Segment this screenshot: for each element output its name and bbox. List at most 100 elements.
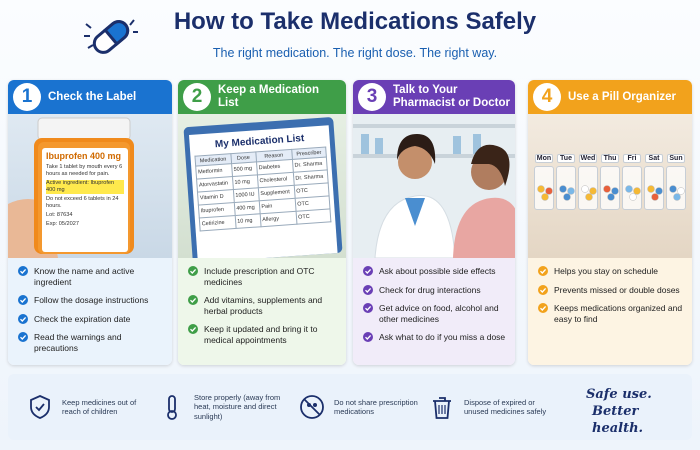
list-cell: Cetirizine	[199, 215, 236, 231]
tip: Keep it updated and bring it to medical …	[188, 324, 340, 345]
tip: Include prescription and OTC medicines	[188, 266, 340, 287]
step-image: Ibuprofen 400 mg Take 1 tablet by mouth e…	[8, 114, 172, 258]
step-title: Talk to Your Pharmacist or Doctor	[393, 84, 510, 109]
check-icon	[363, 284, 373, 295]
day-label: Sun	[667, 154, 685, 163]
list-sheet: My Medication List Medication Dose Reason Pr…	[188, 125, 338, 258]
check-icon	[18, 313, 28, 324]
tip-text: Include prescription and OTC medicines	[204, 266, 315, 287]
tip: Prevents missed or double doses	[538, 284, 686, 296]
organizer-day: Sun	[666, 154, 686, 210]
tips-bar: Keep medicines out of reach of children S…	[8, 374, 692, 440]
tip: Ask what to do if you miss a dose	[363, 332, 509, 343]
check-icon	[18, 332, 28, 342]
step-number: 2	[183, 83, 211, 111]
tip-icon	[433, 397, 451, 419]
tip-item: Store properly (away from heat, moisture…	[158, 384, 294, 430]
step-title: Use a Pill Organizer	[568, 90, 677, 103]
step-card: 2 Keep a Medication List My Medication Lis…	[178, 80, 346, 365]
tip-item-text: Keep medicines out of reach of children	[62, 397, 137, 417]
tip-text: Get advice on food, alcohol and other me…	[379, 303, 499, 324]
check-icon	[363, 266, 373, 276]
step-card: 4 Use a Pill Organizer Mon Tue Wed Thu Fri Sat S…	[528, 80, 692, 365]
list-cell: Allergy	[259, 211, 297, 227]
tips-list: Helps you stay on schedule Prevents misse…	[528, 258, 692, 365]
check-icon	[188, 324, 198, 334]
step-image: My Medication List Medication Dose Reason Pr…	[178, 114, 346, 258]
tip: Get advice on food, alcohol and other me…	[363, 303, 509, 324]
check-icon	[188, 266, 198, 276]
tips-list: Ask about possible side effects Check for…	[353, 258, 515, 365]
tip-text: Ask about possible side effects	[379, 266, 496, 276]
step-number: 4	[533, 83, 561, 111]
tip-text: Keeps medications organized and easy to …	[554, 303, 683, 324]
tip-text: Keep it updated and bring it to medical …	[204, 324, 318, 345]
check-icon	[538, 266, 548, 276]
tip-item: Keep medicines out of reach of children	[26, 384, 154, 430]
pharmacy-scene	[353, 124, 515, 258]
organizer-day: Sat	[644, 154, 664, 210]
check-icon	[188, 295, 198, 305]
organizer-day: Thu	[600, 154, 620, 210]
check-icon	[363, 303, 373, 313]
tip-item: Dispose of expired or unused medicines s…	[428, 384, 558, 430]
tip-text: Know the name and active ingredient	[34, 266, 135, 287]
tip-text: Follow the dosage instructions	[34, 295, 149, 305]
tagline-line: Better health.	[592, 404, 644, 436]
check-icon	[18, 295, 28, 305]
list-table: Medication Dose Reason Prescriber Metformin 5…	[194, 146, 331, 231]
step-card: 3 Talk to Your Pharmacist or Doctor Ask ab…	[353, 80, 515, 365]
organizer-day: Mon	[534, 154, 554, 210]
day-label: Sat	[645, 154, 663, 163]
check-icon	[538, 303, 548, 313]
tip-item: Do not share prescription medications	[298, 384, 424, 430]
tip: Know the name and active ingredient	[18, 266, 166, 287]
step-title: Check the Label	[48, 90, 137, 103]
tip-text: Prevents missed or double doses	[554, 284, 680, 295]
tip-text: Check for drug interactions	[379, 284, 481, 295]
step-image: Mon Tue Wed Thu Fri Sat Sun	[528, 114, 692, 258]
tip-item-text: Do not share prescription medications	[334, 397, 418, 417]
pills	[647, 185, 663, 201]
tip: Ask about possible side effects	[363, 266, 509, 277]
pill-icon	[84, 19, 138, 54]
tip: Read the warnings and precautions	[18, 332, 166, 353]
tip: Add vitamins, supplements and herbal pro…	[188, 295, 340, 316]
tagline: Safe use. Better health.	[586, 386, 692, 437]
tip-text: Helps you stay on schedule	[554, 266, 658, 276]
tip-icon	[300, 395, 324, 419]
organizer: Mon Tue Wed Thu Fri Sat Sun	[534, 154, 686, 210]
step-title: Keep a Medication List	[218, 84, 319, 109]
step-card: 1 Check the Label Ibuprofen 400 mg Take 1 t…	[8, 80, 172, 365]
tip: Helps you stay on schedule	[538, 266, 686, 277]
tagline-line: Safe use.	[586, 387, 652, 402]
pills	[581, 185, 597, 201]
step-number: 3	[358, 83, 386, 111]
step-number: 1	[13, 83, 41, 111]
label-line: Exp: 05/2027	[46, 221, 79, 227]
tip-icon	[30, 395, 50, 419]
day-label: Thu	[601, 154, 619, 163]
organizer-day: Tue	[556, 154, 576, 210]
tip-text: Check the expiration date	[34, 313, 131, 324]
check-icon	[363, 332, 373, 342]
title: How to Take Medications Safely	[173, 8, 537, 35]
organizer-day: Wed	[578, 154, 598, 210]
pills	[537, 185, 553, 201]
tip-item-text: Dispose of expired or unused medicines s…	[464, 397, 547, 417]
tip: Follow the dosage instructions	[18, 295, 166, 306]
clipboard: My Medication List Medication Dose Reason Pr…	[183, 116, 343, 258]
list-cell: 10 mg	[234, 213, 261, 229]
tip: Keeps medications organized and easy to …	[538, 303, 686, 324]
day-label: Wed	[579, 154, 597, 163]
tips-list: Know the name and active ingredient Follo…	[8, 258, 172, 365]
pills	[669, 185, 685, 201]
label-line: Do not exceed 6 tablets in 24 hours.	[46, 196, 119, 209]
tip-icon	[167, 395, 177, 420]
list-cell: OTC	[295, 208, 331, 225]
pills	[559, 185, 575, 201]
check-icon	[538, 284, 548, 295]
label-line: Ibuprofen 400 mg	[46, 151, 122, 161]
pills	[625, 185, 641, 201]
